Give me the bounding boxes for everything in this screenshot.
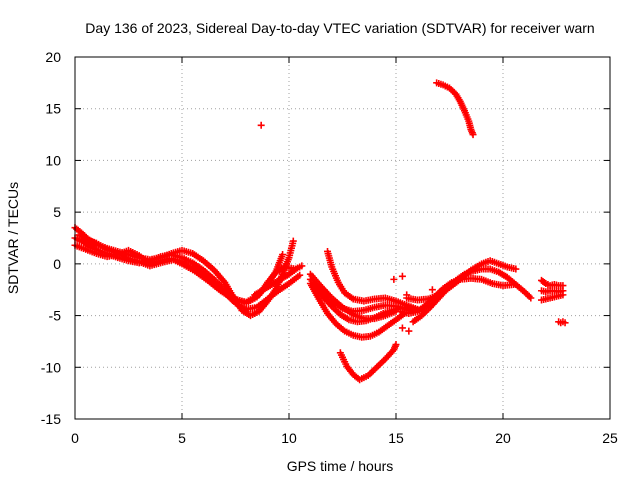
chart-title: Day 136 of 2023, Sidereal Day-to-day VTE… [85,20,594,36]
data-point-arc-o [540,278,548,286]
data-point-outliers [257,121,265,129]
x-tick-label: 5 [178,430,186,446]
y-tick-label: 20 [45,49,61,65]
data-point-arc-a [289,237,297,245]
data-point-arc-q [559,287,567,295]
y-tick-label: -5 [49,308,62,324]
data-point-arc-c [296,271,304,279]
data-points [71,79,569,384]
y-tick-label: 10 [45,152,61,168]
x-tick-label: 0 [71,430,79,446]
data-point-arc-n [510,281,518,289]
data-point-arc-e [298,262,306,270]
y-tick-label: -15 [41,411,61,427]
data-point-outliers [398,272,406,280]
x-tick-label: 15 [388,430,404,446]
plot-frame [74,56,611,420]
data-point-arc-s [561,319,569,327]
data-point-outliers [403,291,411,299]
grid-lines [75,57,610,419]
data-point-arc-l [527,294,535,302]
axis-ticks: 0 5 10 15 20 25 -15 -10 -5 0 5 10 15 20 [41,49,618,446]
x-tick-label: 20 [495,430,511,446]
data-point-outliers [390,275,398,283]
x-axis-label: GPS time / hours [287,458,394,474]
data-point-arc-r [469,131,477,139]
data-point-outliers [405,327,413,335]
y-tick-label: 5 [53,204,61,220]
data-point-outliers [428,286,436,294]
y-tick-label: 0 [53,256,61,272]
y-tick-label: -10 [41,359,61,375]
data-point-arc-m [512,265,520,273]
data-point-arc-b [279,251,287,259]
data-point-arc-k [392,341,400,349]
x-tick-label: 10 [281,430,297,446]
data-point-outliers [398,324,406,332]
y-tick-label: 15 [45,101,61,117]
x-tick-label: 25 [602,430,618,446]
y-axis-label: SDTVAR / TECUs [5,182,21,294]
